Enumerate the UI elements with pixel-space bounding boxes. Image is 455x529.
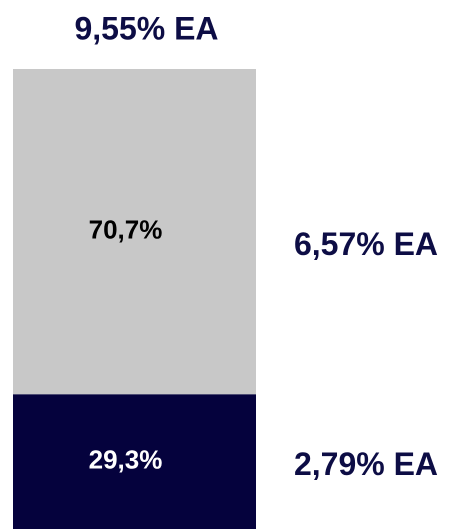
bar-segment — [13, 394, 256, 529]
data-label: 70,7% — [89, 214, 163, 244]
data-label: 29,3% — [89, 444, 163, 474]
annotation: 9,55% EA — [74, 10, 218, 46]
annotation: 2,79% EA — [294, 446, 438, 482]
annotation: 6,57% EA — [294, 226, 438, 262]
bar-segment — [13, 69, 256, 395]
